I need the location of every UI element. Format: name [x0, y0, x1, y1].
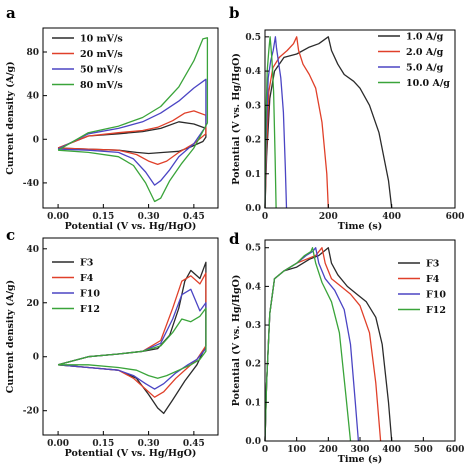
x-tick-label: 0.30	[138, 439, 160, 449]
x-tick-label: 0.00	[47, 439, 69, 449]
panel-letter-d: d	[229, 230, 240, 248]
y-tick-label: 0.3	[245, 101, 261, 111]
x-tick-label: 0.30	[138, 212, 160, 222]
legend-label: 80 mV/s	[80, 80, 123, 91]
series-line-a-1	[57, 110, 207, 166]
x-axis-label: Time (s)	[338, 221, 382, 232]
y-tick-label: 0.0	[245, 204, 261, 214]
x-tick-label: 0.15	[92, 439, 114, 449]
x-tick-label: 600	[446, 445, 465, 455]
series-line-c-0	[57, 261, 207, 415]
y-tick-label: 0.3	[245, 321, 261, 331]
x-tick-label: 100	[287, 445, 306, 455]
panel-letter-b: b	[229, 4, 240, 22]
y-tick-label: 0	[33, 135, 39, 145]
x-tick-label: 200	[319, 445, 338, 455]
y-tick-label: 0.1	[245, 398, 261, 408]
legend-d: F3 F4 F10 F12	[398, 259, 446, 316]
x-axis-label: Potential (V vs. Hg/HgO)	[65, 448, 197, 459]
series-line-d-3	[264, 247, 352, 442]
series-line-a-0	[57, 121, 207, 155]
y-tick-label: 0.4	[245, 282, 261, 292]
legend-label: F4	[80, 273, 94, 284]
y-tick-label: 80	[26, 48, 39, 58]
panel-d: d 0 100 200 300 400 500 600 0.0 0.1 0.2 0.3 0.4 0.5 Ti…	[229, 230, 464, 465]
y-tick-label: 40	[26, 92, 39, 102]
y-tick-label: 0.2	[245, 136, 261, 146]
series-line-b-1	[264, 36, 329, 209]
legend-label: F12	[80, 304, 100, 315]
legend-a: 10 mV/s 20 mV/s 50 mV/s 80 mV/s	[52, 34, 123, 91]
x-tick-label: 600	[446, 212, 465, 222]
series-line-d-0	[264, 247, 393, 442]
x-axis-label: Time (s)	[338, 454, 382, 465]
series-line-d-1	[264, 247, 382, 442]
y-axis-label: Current density (A/g)	[5, 61, 16, 174]
plot-frame-a	[42, 27, 219, 209]
y-tick-label: 20	[26, 299, 39, 309]
y-axis-label: Potential (V vs. Hg/HgO)	[231, 275, 242, 407]
plot-frame-d	[264, 239, 456, 442]
plot-frame-c	[42, 237, 219, 436]
y-tick-label: 0.5	[245, 244, 261, 254]
y-tick-label: 0.1	[245, 170, 261, 180]
y-tick-label: 0.5	[245, 33, 261, 43]
y-tick-label: -20	[23, 407, 39, 417]
x-tick-label: 0.45	[183, 439, 205, 449]
legend-label: 5.0 A/g	[406, 63, 444, 74]
x-tick-label: 400	[382, 445, 401, 455]
series-line-a-3	[57, 37, 209, 203]
y-tick-label: 0	[33, 353, 39, 363]
legend-label: F3	[426, 259, 439, 270]
series-line-d-2	[264, 247, 360, 442]
y-tick-label: 40	[26, 245, 39, 255]
legend-label: 10 mV/s	[80, 34, 123, 45]
x-tick-label: 0	[262, 445, 268, 455]
y-axis-label: Potential (V vs. Hg/HgO)	[231, 53, 242, 185]
panel-letter-c: c	[6, 226, 15, 244]
series-line-a-2	[57, 78, 207, 186]
legend-label: 1.0 A/g	[406, 32, 444, 43]
series-line-b-2	[264, 36, 288, 209]
legend-label: 10.0 A/g	[406, 78, 450, 89]
x-tick-label: 0.45	[183, 212, 205, 222]
legend-label: 50 mV/s	[80, 65, 123, 76]
series-line-c-3	[57, 307, 207, 379]
legend-c: F3 F4 F10 F12	[52, 258, 100, 315]
legend-label: F3	[80, 258, 93, 269]
y-axis-label: Current density (A/g)	[5, 280, 16, 393]
x-tick-label: 500	[414, 445, 433, 455]
y-tick-label: 0.0	[245, 437, 261, 447]
legend-b: 1.0 A/g 2.0 A/g 5.0 A/g 10.0 A/g	[378, 32, 450, 89]
panel-c: c 0.00 0.15 0.30 0.45 -20 0 20 40 Potential (V vs…	[5, 226, 219, 459]
panel-b: b 0 200 400 600 0.0 0.1 0.2 0.3 0.4 0.5 Time (s) Pot…	[229, 4, 464, 232]
series-line-b-0	[264, 36, 393, 209]
legend-label: F10	[80, 289, 100, 300]
x-axis-label: Potential (V vs. Hg/HgO)	[65, 221, 197, 232]
panel-a: a 0.00 0.15 0.30 0.45 -40 0 40 80 Potential (V vs…	[5, 4, 219, 232]
legend-label: F4	[426, 274, 440, 285]
x-tick-label: 300	[351, 445, 370, 455]
x-tick-label: 400	[382, 212, 401, 222]
panel-letter-a: a	[6, 4, 16, 22]
plot-frame-b	[264, 29, 456, 209]
series-line-b-3	[264, 36, 277, 209]
x-tick-label: 200	[319, 212, 338, 222]
legend-label: F10	[426, 290, 446, 301]
legend-label: 2.0 A/g	[406, 47, 444, 58]
legend-label: 20 mV/s	[80, 49, 123, 60]
legend-label: F12	[426, 305, 446, 316]
x-tick-label: 0.15	[92, 212, 114, 222]
y-tick-label: 0.4	[245, 67, 261, 77]
y-tick-label: 0.2	[245, 360, 261, 370]
y-tick-label: -40	[23, 179, 39, 189]
x-tick-label: 0	[262, 212, 268, 222]
x-tick-label: 0.00	[47, 212, 69, 222]
